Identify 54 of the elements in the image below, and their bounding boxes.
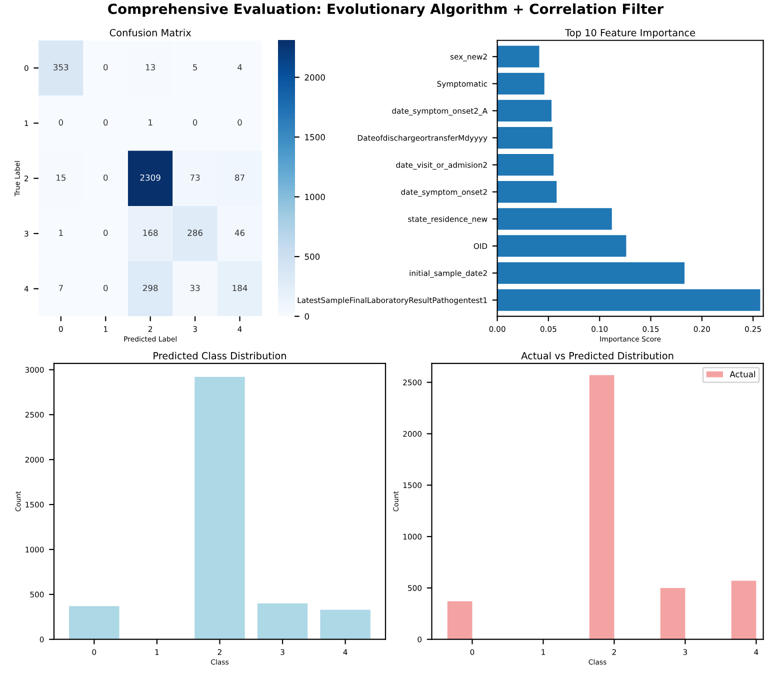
chart-title: Top 10 Feature Importance [565,29,696,38]
data-label: 0 [104,119,108,126]
data-label: 286 [188,230,202,236]
legend-label: Actual [730,370,756,378]
color-bar-label: 2000 [304,74,325,81]
color-bar-label: 1000 [305,194,325,200]
data-label: 298 [143,284,158,292]
bar [497,154,554,176]
data-label: 5 [193,64,197,70]
bar [660,588,686,640]
data-label: 33 [190,284,200,292]
data-label: 87 [235,174,244,181]
data-label: 4 [238,64,242,70]
data-label: 1 [59,230,63,236]
data-label: 15 [56,174,66,181]
data-label: 353 [54,64,68,70]
text: Comprehensive Evaluation: Evolutionary Algorithm + Correlation Filter [108,3,664,17]
data-label: 73 [190,174,200,181]
data-label: 0 [192,119,198,126]
data-label: 46 [234,230,245,236]
bar [497,46,540,68]
color-bar-label: 1500 [305,134,325,140]
color-bar-label: 500 [304,254,320,260]
bar [731,580,756,640]
data-label: 0 [104,284,108,292]
bar [497,208,612,230]
bar [497,262,685,284]
chart-title: Confusion Matrix [110,28,192,36]
data-label: 184 [232,284,248,292]
data-label: 0 [104,174,108,181]
data-label: 0 [58,119,64,126]
data-label: 0 [104,64,108,70]
bar [194,376,245,640]
bar [497,72,544,94]
data-label: 0 [238,119,242,126]
data-label: 0 [104,230,108,236]
data-label: 168 [143,230,158,236]
bar [447,601,472,640]
data-label: 2309 [140,174,160,181]
bar [497,100,552,122]
bar [257,603,308,640]
bar [497,181,557,203]
bar [589,375,614,640]
bar [320,610,370,640]
data-label: 7 [58,284,63,292]
chart-title: Predicted Class Distribution [154,352,286,360]
bar [497,126,553,149]
bar [497,289,760,311]
chart-title: Actual vs Predicted Distribution [521,352,674,360]
data-label: 13 [146,64,155,70]
bar [69,606,120,640]
bar [497,235,626,257]
data-label: 1 [148,119,152,126]
color-bar-label: 0 [304,313,309,320]
